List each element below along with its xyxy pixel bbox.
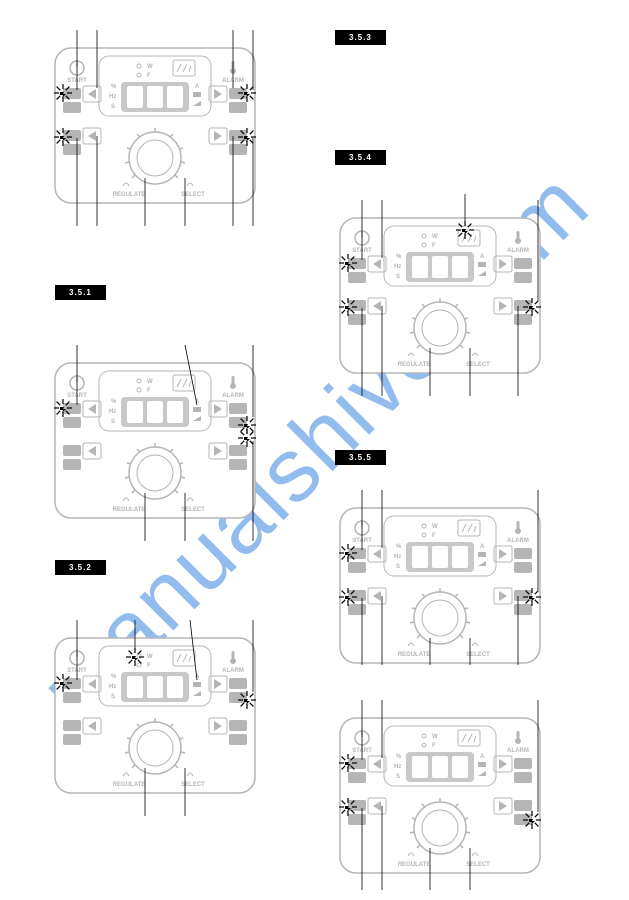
panel-4 (320, 200, 560, 380)
panel-5 (320, 490, 560, 670)
panel-3 (35, 620, 275, 800)
section-3-5-3: 3.5.3 (335, 30, 386, 45)
panel-2 (35, 345, 275, 525)
section-3-5-1: 3.5.1 (55, 285, 106, 300)
panel-6 (320, 700, 560, 880)
section-3-5-5: 3.5.5 (335, 450, 386, 465)
section-3-5-4: 3.5.4 (335, 150, 386, 165)
section-3-5-2: 3.5.2 (55, 560, 106, 575)
panel-1 (35, 30, 275, 210)
